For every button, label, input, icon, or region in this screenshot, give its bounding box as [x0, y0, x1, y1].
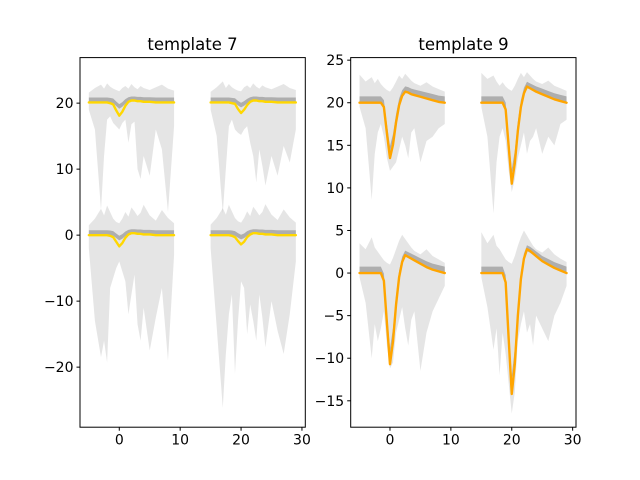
- subplot-title-template-9: template 9: [418, 35, 509, 54]
- inner-band: [210, 229, 296, 240]
- axes-2: 0 10 20 30 −15 −10 −5 0 5 10 15 20 25: [315, 53, 582, 449]
- x-tick-label: 0: [115, 433, 124, 449]
- x-tick-label: 0: [386, 433, 395, 449]
- x-tick-label: 10: [171, 433, 189, 449]
- y-tick-label: 25: [326, 53, 344, 69]
- y-tick-label: 15: [326, 138, 344, 154]
- outer-band: [88, 204, 175, 363]
- inner-band: [210, 96, 296, 108]
- y-tick-label: −20: [44, 360, 74, 376]
- outer-band: [481, 72, 567, 214]
- axes-frame: [350, 57, 577, 428]
- outer-band: [210, 204, 296, 409]
- y-tick-label: 0: [335, 266, 344, 282]
- mean-line: [358, 253, 446, 366]
- mean-line: [87, 231, 176, 248]
- outer-band: [359, 234, 445, 371]
- y-tick-label: −5: [324, 309, 345, 325]
- mean-line: [87, 99, 176, 117]
- y-tick-label: −10: [44, 294, 74, 310]
- inner-band: [88, 96, 175, 109]
- inner-band: [88, 229, 175, 241]
- y-tick-label: 10: [56, 162, 74, 178]
- subplot-title-template-7: template 7: [147, 35, 238, 54]
- y-tick-label: 20: [326, 96, 344, 112]
- x-tick-label: 10: [442, 433, 460, 449]
- x-tick-label: 30: [564, 433, 582, 449]
- y-tick-label: 20: [56, 96, 74, 112]
- x-tick-label: 20: [232, 433, 250, 449]
- x-tick-label: 20: [503, 433, 521, 449]
- axes-frame: [79, 57, 306, 428]
- outer-band: [88, 83, 175, 213]
- mean-line: [209, 231, 298, 246]
- y-tick-label: −10: [315, 351, 345, 367]
- y-tick-label: 5: [335, 223, 344, 239]
- mean-line: [480, 248, 568, 396]
- y-tick-label: 10: [326, 181, 344, 197]
- mean-line: [480, 85, 568, 185]
- mean-line: [358, 90, 446, 160]
- axes-1: 0 10 20 30 −20 −10 0 10 20: [44, 57, 311, 449]
- mean-line: [209, 99, 298, 115]
- y-tick-label: 0: [65, 228, 74, 244]
- outer-band: [210, 81, 296, 214]
- y-tick-label: −15: [315, 394, 345, 410]
- outer-band: [359, 73, 445, 200]
- x-tick-label: 30: [293, 433, 311, 449]
